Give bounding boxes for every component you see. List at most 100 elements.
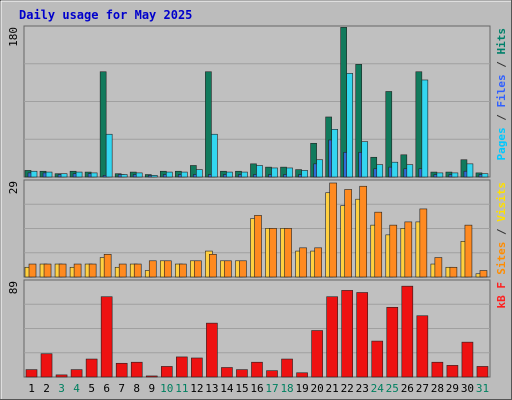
series-visits: [24, 192, 484, 278]
bar-pages-day-8: [135, 172, 143, 178]
bar-sites-day-13: [209, 254, 217, 278]
bar-kb-f-day-25: [386, 306, 399, 378]
bar-pages-day-2: [45, 171, 53, 178]
x-tick-label: 27: [416, 382, 429, 395]
bar-sites-day-10: [163, 260, 172, 278]
legend-part: Hits: [495, 28, 508, 55]
bar-pages-day-28: [436, 172, 444, 178]
bar-pages-day-3: [60, 173, 68, 178]
bar-pages-day-14: [226, 171, 233, 178]
x-tick-label: 25: [386, 382, 399, 395]
bar-kb-f-day-18: [281, 358, 293, 378]
bar-pages-day-11: [181, 171, 188, 178]
bar-kb-f-day-8: [130, 361, 143, 378]
bar-kb-f-day-29: [446, 365, 459, 378]
bar-sites-day-21: [329, 182, 337, 278]
bar-pages-day-15: [241, 171, 248, 178]
bar-sites-day-12: [194, 260, 202, 278]
bar-kb-f-day-11: [176, 356, 188, 378]
bar-pages-day-12: [196, 169, 203, 178]
y-max-label: 180: [7, 27, 20, 47]
bar-sites-day-28: [434, 257, 443, 278]
bar-kb-f-day-5: [85, 358, 98, 378]
legend-part: /: [495, 55, 508, 75]
bar-kb-f-day-21: [326, 296, 338, 378]
x-tick-label: 19: [295, 382, 308, 395]
bar-hits-day-6: [99, 71, 107, 178]
bar-pages-day-6: [105, 133, 113, 178]
x-tick-label: 3: [58, 382, 65, 395]
bar-pages-day-27: [421, 79, 429, 178]
bar-sites-day-18: [284, 228, 292, 278]
bar-sites-day-20: [314, 247, 322, 278]
bar-sites-day-29: [449, 266, 458, 278]
x-tick-label: 29: [446, 382, 459, 395]
x-tick-label: 9: [148, 382, 155, 395]
bar-sites-day-26: [404, 221, 413, 278]
bar-pages-day-9: [150, 175, 158, 178]
bar-pages-day-22: [346, 73, 353, 178]
x-axis-labels: 1 2 3 4 5 6 7 8 9 10 11 12 13 14 15 16 17 18 19 20 21 22 23 24 2…: [28, 382, 489, 395]
bar-hits-day-27: [415, 71, 423, 178]
bar-sites-day-24: [374, 211, 383, 278]
bar-sites-day-11: [179, 263, 187, 278]
bar-kb-f-day-19: [296, 372, 308, 378]
bar-pages-day-31: [481, 173, 489, 178]
bar-pages-day-17: [271, 167, 278, 178]
x-tick-label: 23: [356, 382, 369, 395]
panel-visits-sites: 29 Sites / Visits: [7, 179, 508, 278]
bar-kb-f-day-10: [160, 366, 173, 378]
x-tick-label: 10: [160, 382, 173, 395]
x-tick-label: 14: [220, 382, 234, 395]
bar-pages-day-20: [316, 159, 323, 178]
bar-pages-day-5: [90, 172, 98, 178]
x-tick-label: 26: [401, 382, 414, 395]
bar-kb-f-day-31: [476, 366, 489, 378]
bar-kb-f-day-14: [221, 367, 233, 378]
legend-part: Files: [495, 74, 508, 107]
bar-sites-day-14: [224, 260, 232, 278]
x-tick-label: 11: [175, 382, 188, 395]
bar-sites-day-2: [43, 263, 52, 278]
bar-sites-day-3: [58, 263, 67, 278]
bar-kb-f-day-20: [311, 330, 323, 378]
series-sites: [28, 182, 488, 278]
bar-sites-day-9: [148, 260, 157, 278]
bar-sites-day-1: [28, 263, 37, 278]
x-tick-label: 15: [235, 382, 248, 395]
bar-sites-day-25: [389, 224, 398, 278]
bar-kb-f-day-4: [70, 369, 83, 378]
bar-sites-day-17: [269, 228, 277, 278]
bar-sites-day-16: [254, 215, 262, 278]
legend-part: Pages: [495, 127, 508, 160]
bar-kb-f-day-24: [371, 340, 384, 378]
x-tick-label: 31: [476, 382, 489, 395]
x-tick-label: 5: [88, 382, 95, 395]
bar-kb-f-day-7: [115, 362, 128, 378]
bar-kb-f-day-6: [100, 296, 113, 378]
x-tick-label: 21: [326, 382, 339, 395]
bar-pages-day-25: [391, 161, 399, 178]
bar-kb-f-day-3: [55, 374, 68, 378]
bar-pages-day-7: [120, 174, 128, 178]
x-tick-label: 8: [133, 382, 140, 395]
y-max-label: 29: [7, 181, 20, 194]
bar-sites-day-23: [359, 185, 368, 278]
panel-legend-label: Pages / Files / Hits: [495, 28, 508, 161]
bar-sites-day-4: [73, 263, 82, 278]
series-kb-f: [25, 285, 489, 378]
bar-pages-day-21: [331, 129, 338, 178]
bar-kb-f-day-2: [40, 353, 53, 378]
bar-sites-day-5: [88, 263, 97, 278]
bar-sites-day-31: [479, 270, 488, 278]
panel-legend-label: Sites / Visits: [495, 182, 508, 275]
x-tick-label: 6: [103, 382, 110, 395]
bar-sites-day-6: [103, 254, 112, 278]
x-tick-label: 18: [280, 382, 293, 395]
legend-part: Sites: [495, 242, 508, 275]
bar-pages-day-30: [466, 163, 474, 178]
chart-panels: 180 Pages / Files / Hits 29 Sites / Visits 8…: [7, 25, 508, 378]
bar-kb-f-day-26: [401, 285, 414, 378]
